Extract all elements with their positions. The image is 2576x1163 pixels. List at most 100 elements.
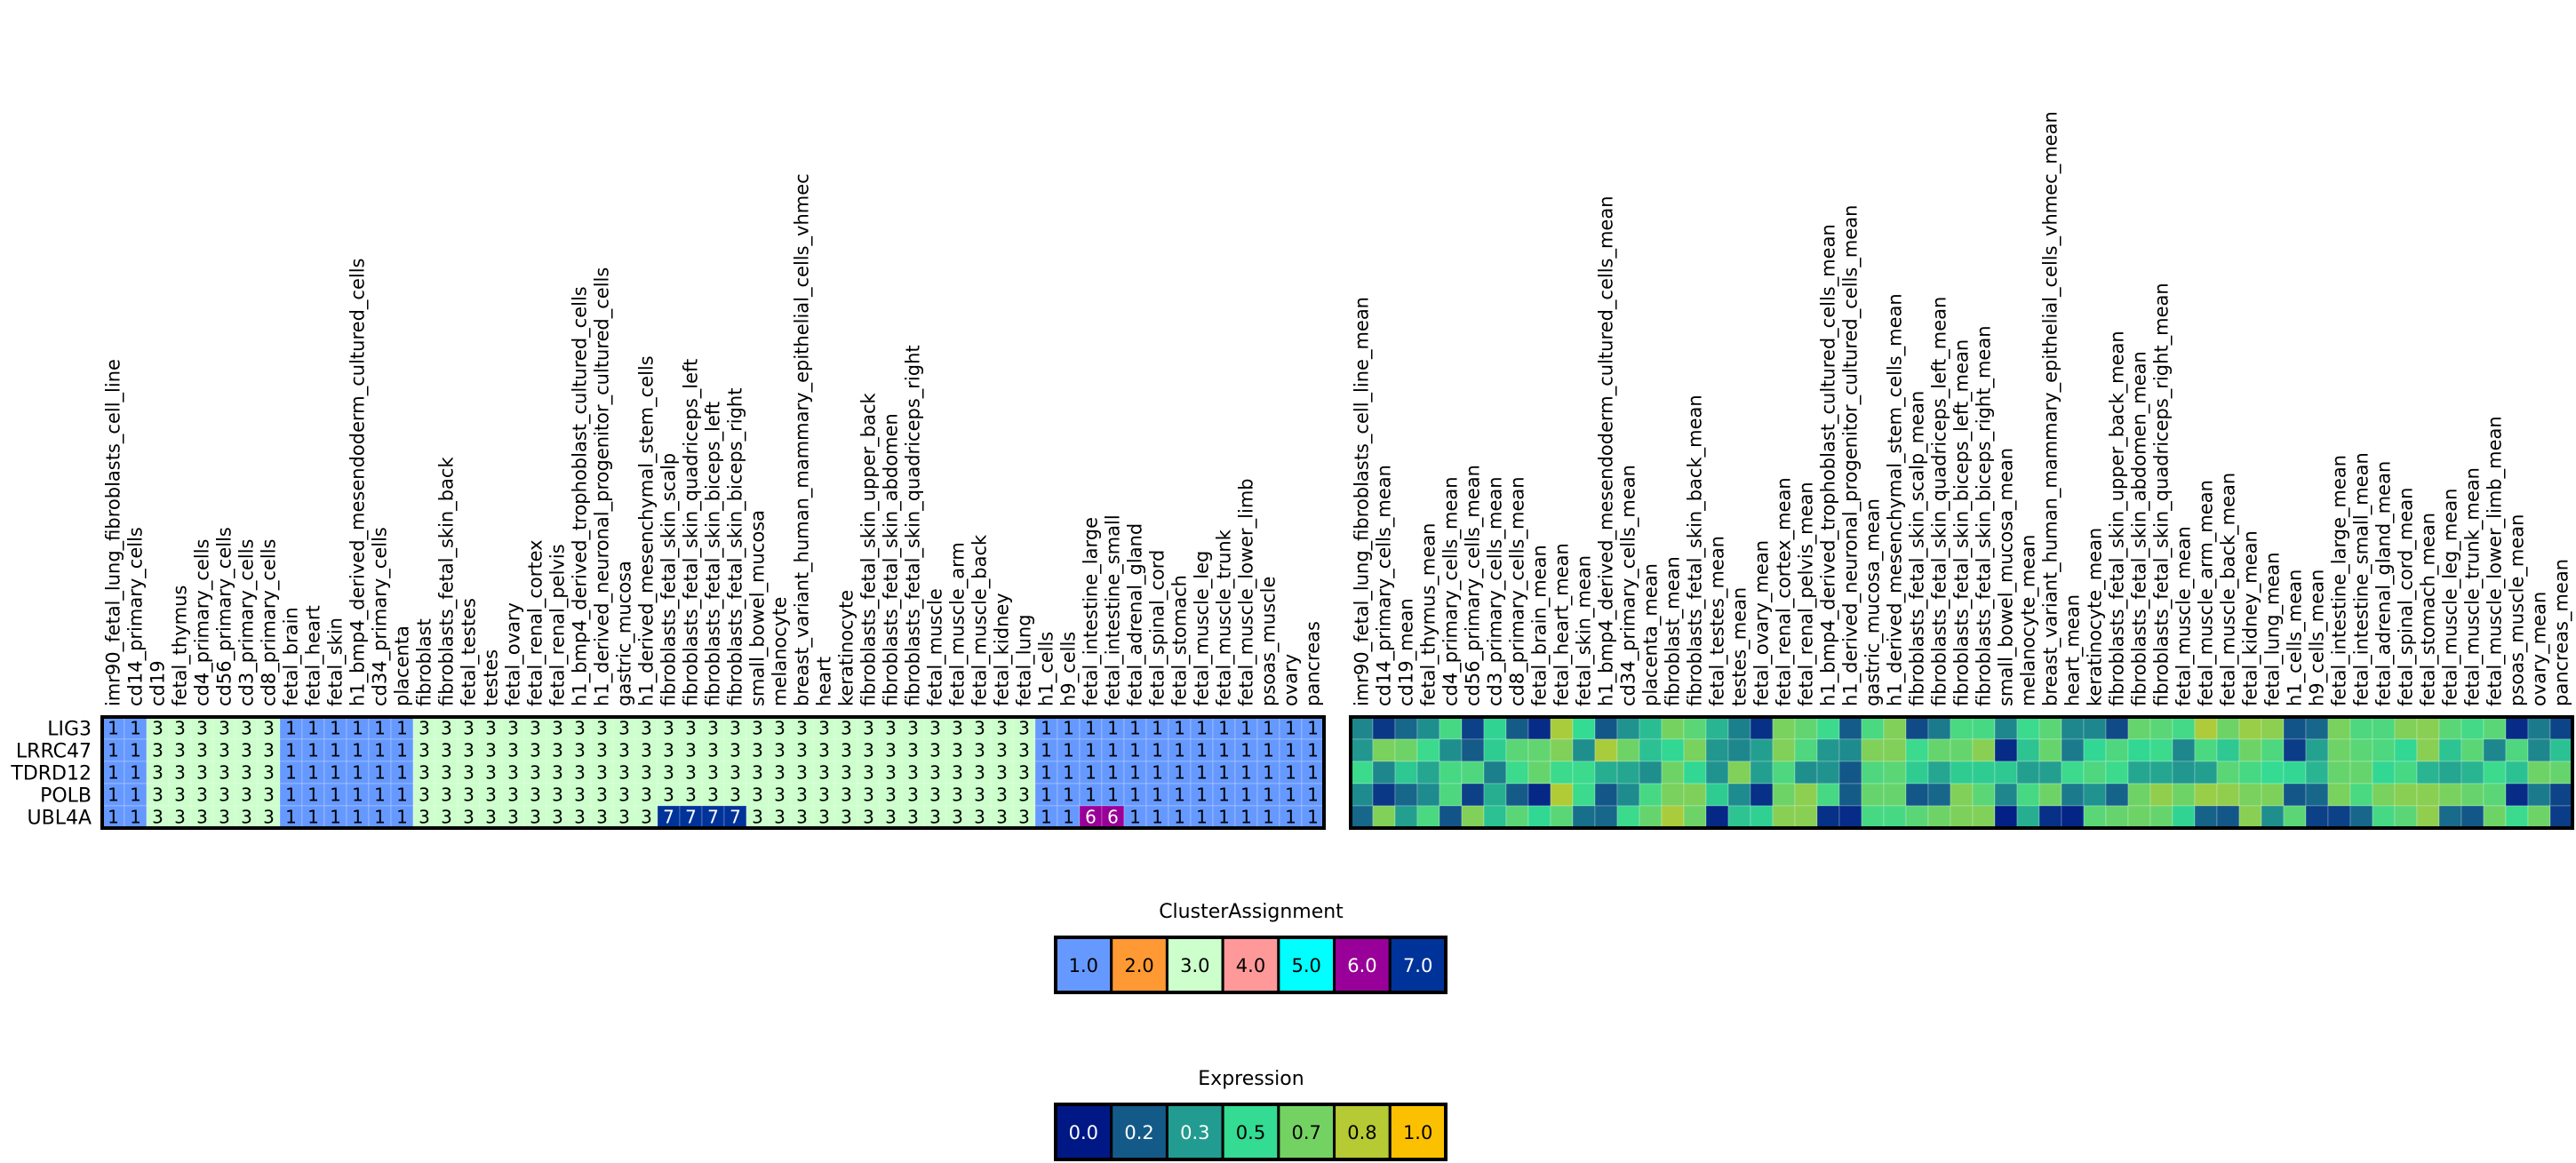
cell-value-label: 3 [752, 718, 763, 739]
cell-value-label: 3 [885, 740, 897, 761]
cell-value-label: 3 [863, 740, 874, 761]
heatmap-cell [612, 738, 636, 762]
heatmap-cell [1394, 761, 1418, 785]
heatmap-cell [101, 738, 125, 762]
cell-value-label: 3 [885, 762, 897, 784]
cell-value-label: 3 [152, 785, 163, 806]
cell-value-label: 1 [1107, 718, 1119, 739]
column-label: fetal_thymus_mean [1418, 523, 1440, 706]
cell-value-label: 3 [974, 762, 985, 784]
heatmap-cell [2194, 738, 2218, 762]
heatmap-cell [1594, 716, 1618, 740]
heatmap-cell [2061, 761, 2085, 785]
cell-value-label: 1 [1263, 785, 1274, 806]
column-label: gastric_mucosa [614, 561, 636, 706]
cell-value-label: 3 [463, 785, 475, 806]
cell-value-label: 1 [330, 762, 341, 784]
cell-value-label: 3 [818, 718, 830, 739]
cell-value-label: 3 [263, 807, 275, 828]
legend-swatch [1054, 936, 1113, 994]
cell-value-label: 3 [441, 740, 452, 761]
column-label: ovary_mean [2529, 592, 2551, 706]
heatmap-cell [812, 761, 836, 785]
heatmap-cell [2438, 738, 2462, 762]
cell-value-label: 7 [707, 807, 719, 828]
cell-value-label: 3 [419, 807, 430, 828]
heatmap-cell [1572, 805, 1596, 829]
heatmap-cell [1727, 738, 1751, 762]
heatmap-cell [679, 716, 703, 740]
cell-value-label: 3 [530, 718, 541, 739]
cell-value-label: 3 [952, 718, 963, 739]
heatmap-cell [2460, 805, 2484, 829]
cell-value-label: 3 [441, 785, 452, 806]
heatmap-cell [1727, 761, 1751, 785]
heatmap-cell [1927, 783, 1951, 807]
cell-value-label: 1 [1129, 807, 1141, 828]
heatmap-cell [1372, 783, 1396, 807]
heatmap-cell [879, 805, 903, 829]
cell-value-label: 3 [530, 762, 541, 784]
heatmap-cell [212, 805, 236, 829]
column-label: breast_variant_human_mammary_epithelial_… [792, 173, 814, 706]
cell-value-label: 1 [307, 718, 319, 739]
heatmap-cell [235, 805, 259, 829]
cell-value-label: 1 [352, 718, 363, 739]
cell-value-label: 1 [352, 740, 363, 761]
heatmap-cell [1794, 783, 1818, 807]
cell-value-label: 1 [396, 762, 408, 784]
heatmap-cell [2483, 738, 2507, 762]
column-label: fetal_brain_mean [1529, 545, 1551, 706]
heatmap-cell [1372, 761, 1396, 785]
heatmap-cell [1816, 716, 1840, 740]
heatmap-cell [1883, 761, 1907, 785]
cell-value-label: 3 [596, 807, 608, 828]
cell-value-label: 1 [1240, 785, 1252, 806]
cell-value-label: 3 [641, 740, 652, 761]
column-label: fibroblasts_fetal_skin_upper_back_mean [2107, 331, 2129, 706]
cell-value-label: 3 [996, 718, 1008, 739]
heatmap-cell [612, 783, 636, 807]
heatmap-cell [1123, 783, 1147, 807]
heatmap-cell [1950, 783, 1974, 807]
cell-value-label: 3 [974, 807, 985, 828]
heatmap-cell [1861, 805, 1885, 829]
heatmap-cell [1350, 738, 1374, 762]
heatmap-cell [501, 738, 525, 762]
heatmap-cell [2038, 783, 2062, 807]
column-label: small_bowel_mucosa_mean [1996, 448, 2018, 706]
heatmap-cell [546, 761, 570, 785]
column-label: fetal_muscle [925, 588, 947, 706]
cell-value-label: 3 [485, 785, 497, 806]
cell-value-label: 3 [663, 718, 674, 739]
heatmap-frame [1349, 715, 2574, 830]
column-label: fibroblasts_fetal_skin_biceps_left [703, 402, 725, 706]
heatmap-cell [1394, 805, 1418, 829]
heatmap-cell [1661, 783, 1685, 807]
heatmap-cell [901, 761, 925, 785]
cell-value-label: 3 [574, 762, 586, 784]
heatmap-cell [1861, 716, 1885, 740]
heatmap-cell [1301, 805, 1325, 829]
heatmap-cell [2372, 738, 2396, 762]
cell-value-label: 3 [618, 807, 630, 828]
heatmap-cell [1816, 783, 1840, 807]
column-label: fibroblasts_fetal_skin_biceps_left_mean [1951, 339, 1974, 706]
column-label: placenta [392, 625, 413, 706]
heatmap-cell [1994, 805, 2018, 829]
heatmap-cell [968, 805, 992, 829]
heatmap-cell [1256, 783, 1280, 807]
cell-value-label: 3 [174, 718, 186, 739]
cell-value-label: 3 [485, 807, 497, 828]
cell-value-label: 3 [263, 762, 275, 784]
cell-value-label: 3 [907, 762, 919, 784]
heatmap-cell [2083, 783, 2107, 807]
column-label: h1_derived_mesenchymal_stem_cells_mean [1885, 293, 1907, 706]
cell-value-label: 1 [1196, 807, 1208, 828]
heatmap-cell [1212, 783, 1236, 807]
cell-value-label: 1 [1307, 785, 1319, 806]
heatmap-cell [1683, 716, 1707, 740]
cell-value-label: 3 [907, 718, 919, 739]
heatmap-cell [1439, 716, 1463, 740]
heatmap-cell [1816, 805, 1840, 829]
